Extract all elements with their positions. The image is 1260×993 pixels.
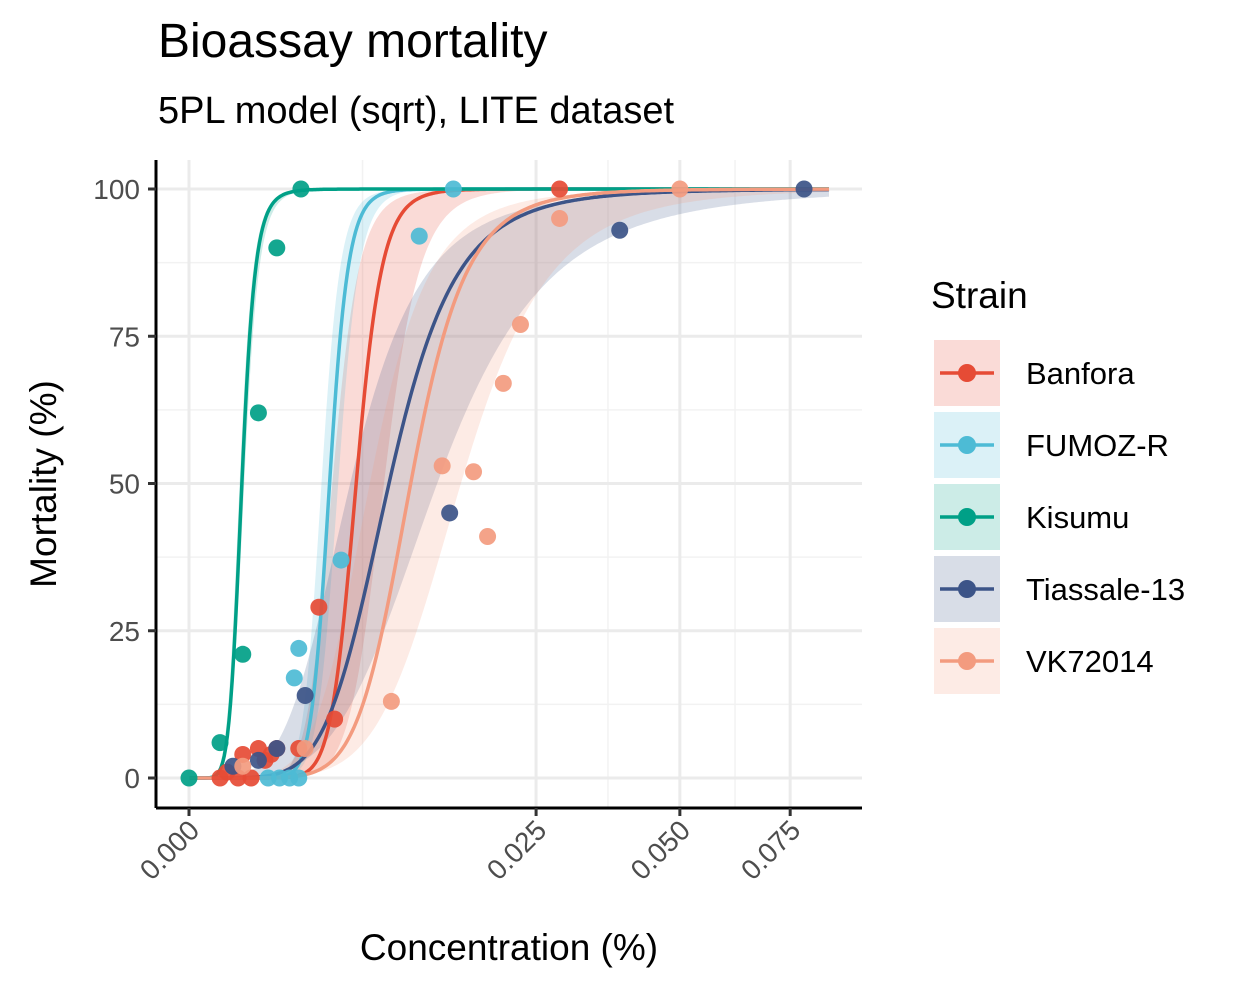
legend-label: VK72014 (1026, 644, 1154, 679)
data-point (290, 639, 308, 657)
y-tick-label: 75 (109, 321, 140, 352)
data-point (211, 734, 229, 752)
data-point (551, 180, 569, 198)
legend-item-vk72014: VK72014 (934, 628, 1154, 694)
data-point (292, 180, 310, 198)
ci-band-banfora (189, 189, 829, 778)
legend-label: FUMOZ-R (1026, 428, 1169, 463)
data-point (290, 769, 308, 787)
data-point (268, 740, 286, 758)
data-point (551, 209, 569, 227)
legend-label: Kisumu (1026, 500, 1129, 535)
legend-item-tiassale-13: Tiassale-13 (934, 556, 1185, 622)
legend-item-banfora: Banfora (934, 340, 1135, 406)
legend-title: Strain (931, 275, 1028, 316)
data-point (285, 669, 303, 687)
x-tick-label: 0.050 (625, 814, 696, 885)
fitted-curves (189, 187, 830, 780)
data-point (180, 769, 198, 787)
chart-title: Bioassay mortality (158, 15, 548, 68)
y-axis-title: Mortality (%) (23, 380, 64, 588)
data-point (234, 745, 252, 763)
data-point (465, 463, 483, 481)
y-tick-label: 100 (93, 174, 140, 205)
x-tick-label: 0.075 (735, 814, 806, 885)
data-point (671, 180, 689, 198)
data-point (494, 374, 512, 392)
x-axis-title: Concentration (%) (360, 927, 658, 968)
data-point (795, 180, 813, 198)
confidence-bands (189, 189, 829, 779)
data-point (249, 404, 267, 422)
legend-label: Tiassale-13 (1026, 572, 1185, 607)
chart-subtitle: 5PL model (sqrt), LITE dataset (158, 90, 675, 132)
data-point (479, 528, 497, 546)
ci-band-vk72014 (189, 189, 829, 778)
data-point (296, 687, 314, 705)
data-point (234, 757, 252, 775)
data-point (382, 692, 400, 710)
data-point (511, 315, 529, 333)
legend-label: Banfora (1026, 356, 1135, 391)
legend-key-point (958, 508, 976, 526)
legend-item-kisumu: Kisumu (934, 484, 1129, 550)
data-point (332, 551, 350, 569)
data-point (296, 740, 314, 758)
data-point (242, 769, 260, 787)
data-point (444, 180, 462, 198)
data-point (441, 504, 459, 522)
legend-key-point (958, 364, 976, 382)
data-point (310, 598, 328, 616)
ci-band-tiassale-13 (189, 190, 829, 779)
data-point (410, 227, 428, 245)
legend-item-fumoz-r: FUMOZ-R (934, 412, 1169, 478)
y-tick-label: 25 (109, 616, 140, 647)
x-tick-label: 0.025 (481, 814, 552, 885)
data-point (268, 239, 286, 257)
legend-key-point (958, 580, 976, 598)
y-tick-label: 50 (109, 469, 140, 500)
data-point (611, 221, 629, 239)
legend-key-point (958, 436, 976, 454)
data-point (433, 457, 451, 475)
legend-key-point (958, 652, 976, 670)
ci-band-fumoz-r (189, 189, 829, 778)
observed-points (180, 180, 813, 787)
y-tick-label: 0 (124, 763, 140, 794)
data-point (234, 645, 252, 663)
data-point (326, 710, 344, 728)
legend: Strain Banfora FUMOZ-R Kisumu Tiassale-13 VK… (931, 275, 1185, 694)
x-tick-label: 0.000 (134, 814, 205, 885)
data-point (249, 751, 267, 769)
